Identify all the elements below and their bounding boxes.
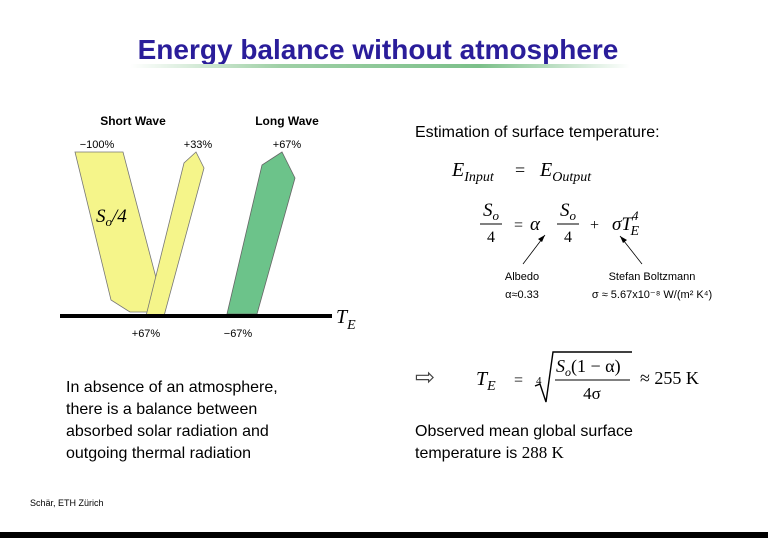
eq: E: [539, 159, 552, 181]
eq: E: [451, 159, 464, 181]
eq: 4: [564, 229, 572, 246]
equation: TE: [476, 368, 496, 394]
label: +67%: [132, 328, 161, 340]
eq: =: [514, 372, 523, 389]
eq: Output: [552, 170, 592, 185]
pointer-head: [620, 236, 627, 243]
eq: o: [493, 208, 500, 223]
eq: E: [629, 224, 639, 239]
label: /4: [111, 206, 127, 227]
title-underline: [130, 64, 630, 68]
equation: σT4 E: [612, 208, 639, 239]
equation: EOutput: [539, 159, 592, 185]
annotation: Stefan Boltzmann: [609, 271, 696, 283]
eq: 4: [632, 208, 639, 223]
label: o: [106, 214, 113, 229]
label: Short Wave: [100, 114, 166, 128]
observed-value: 288 K: [522, 443, 565, 462]
label: +67%: [273, 139, 302, 151]
label: E: [346, 318, 356, 333]
bottom-bar: [0, 532, 768, 538]
annotation: α≈0.33: [505, 289, 539, 301]
eq: E: [486, 379, 496, 394]
annotation: Albedo: [505, 271, 539, 283]
equation: So: [483, 200, 500, 223]
pointer-head: [538, 235, 545, 242]
equation: So(1 − α): [556, 356, 621, 379]
observed-line: temperature is 288 K: [415, 443, 564, 462]
footer: Schär, ETH Zürich: [30, 498, 104, 508]
label: S: [96, 206, 106, 227]
eq: T: [476, 368, 489, 390]
equation: EInput: [451, 159, 495, 185]
label: So/4: [96, 206, 127, 229]
eq: σT: [612, 214, 633, 235]
eq: α: [530, 214, 541, 235]
eq: ⇨: [415, 364, 435, 391]
equation: So: [560, 200, 577, 223]
eq: o: [565, 365, 571, 379]
eq: 4σ: [583, 384, 601, 403]
label: Long Wave: [255, 114, 319, 128]
eq: =: [514, 217, 523, 234]
label: −67%: [224, 328, 253, 340]
title: Energy balance without atmosphere: [138, 34, 619, 65]
root-sign: [534, 351, 632, 403]
paragraph-line: outgoing thermal radiation: [66, 445, 251, 462]
eq: Input: [463, 170, 495, 185]
paragraph-line: In absence of an atmosphere,: [66, 379, 278, 396]
label: T: [336, 306, 349, 328]
label: TE: [336, 306, 356, 333]
eq: ≈ 255 K: [640, 368, 699, 388]
observed-line: Observed mean global surface: [415, 423, 633, 440]
eq: 4: [487, 229, 495, 246]
label: −100%: [80, 139, 115, 151]
eq: =: [515, 160, 525, 180]
eq: +: [590, 217, 599, 234]
eq: 4: [536, 375, 542, 387]
eq: S: [483, 200, 493, 221]
annotation: σ ≈ 5.67x10⁻⁸ W/(m² K⁴): [592, 289, 712, 301]
eq: S: [556, 356, 565, 376]
heading: Estimation of surface temperature:: [415, 124, 660, 141]
paragraph-line: absorbed solar radiation and: [66, 423, 269, 440]
label: +33%: [184, 139, 213, 151]
eq: (1 − α): [571, 356, 621, 377]
observed-text: temperature is: [415, 445, 522, 462]
paragraph-line: there is a balance between: [66, 401, 257, 418]
eq: o: [570, 208, 577, 223]
eq: S: [560, 200, 570, 221]
